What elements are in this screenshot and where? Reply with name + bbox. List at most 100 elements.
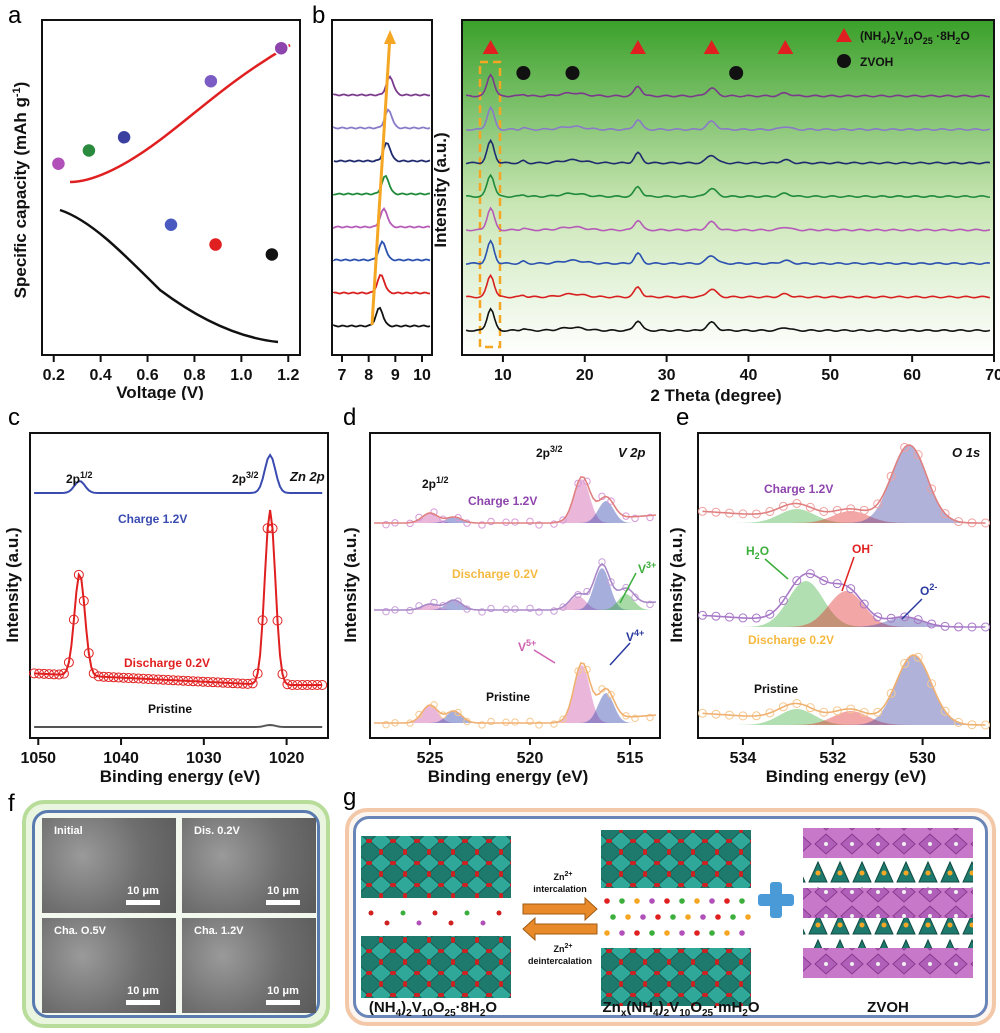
v-peak-2p32: 2p3/2 (536, 444, 563, 460)
triangle-marker (703, 40, 720, 54)
circle-marker (565, 66, 580, 80)
data-point (873, 612, 883, 622)
fit-peak (733, 581, 878, 627)
v-label-discharge: Discharge 0.2V (452, 567, 538, 581)
v5-label: V5+ (518, 638, 536, 654)
data-point (574, 479, 582, 488)
triangle-marker (482, 40, 499, 54)
data-point (454, 597, 462, 605)
panel-letter-f: f (8, 790, 15, 817)
zvoh-tet-1 (803, 858, 973, 888)
ion-dot (464, 910, 470, 916)
ion-dot (700, 914, 706, 920)
mid-structure-label: Znx(NH4)2V10O25·mH2O (602, 999, 759, 1019)
panel-letter-c: c (8, 404, 20, 431)
sem-tile-2: Dis. 0.2V 10 μm (182, 818, 316, 913)
data-point (430, 598, 438, 607)
fit-peak (394, 513, 466, 523)
panel-d-xlabel: Binding energy (eV) (428, 767, 589, 785)
v4-pointer (609, 642, 631, 666)
sem-scale-label: 10 μm (127, 885, 159, 897)
left-top-layer (361, 836, 511, 898)
x-tick-label: 532 (819, 750, 846, 767)
x-tick-label: 525 (417, 750, 444, 767)
legend-phase-b: ZVOH (860, 55, 893, 69)
x-tick-label: 0.4 (90, 367, 112, 384)
data-point (487, 604, 495, 613)
data-point (116, 129, 132, 146)
data-point (631, 593, 639, 601)
data-point (954, 717, 964, 727)
xrd-pattern-4 (466, 173, 990, 199)
v-label-pristine: Pristine (486, 690, 530, 704)
data-point (873, 707, 883, 717)
discharge-line (34, 509, 323, 686)
x-tick-label: 1.0 (230, 367, 252, 384)
ion-dot (619, 930, 625, 936)
sem-scale-bar (126, 900, 160, 905)
fit-peak (778, 711, 923, 725)
data-point (765, 708, 775, 718)
intercalation-ion: Zn2+ (554, 871, 573, 882)
oh-pointer (841, 556, 855, 592)
v-label-charge: Charge 1.2V (468, 494, 537, 508)
data-point (550, 607, 558, 615)
highlight-box (478, 60, 502, 349)
x-tick-label: 8 (364, 367, 373, 384)
fit-peak (774, 591, 919, 627)
fit-peak (570, 501, 642, 523)
data-point (765, 609, 775, 619)
data-point (511, 718, 519, 726)
panel-a-frame (41, 19, 301, 356)
xrd-pattern-3 (465, 138, 991, 165)
data-point (792, 576, 802, 586)
fit-peak (841, 655, 986, 725)
legend-triangle-icon (836, 28, 852, 42)
ion-dot (604, 898, 610, 904)
ion-dot (694, 898, 700, 904)
pristine-line (34, 723, 323, 728)
fit-peak (394, 604, 466, 610)
o-label-charge: Charge 1.2V (764, 482, 833, 496)
zvoh-layer-3 (803, 948, 973, 978)
x-tick-label: 534 (730, 750, 757, 767)
discharge-curve (59, 208, 279, 344)
data-point (622, 712, 630, 720)
o2-pointer (901, 598, 923, 620)
sem-tile-label: Cha. O.5V (54, 925, 106, 937)
data-point (439, 711, 447, 719)
data-point (927, 619, 937, 629)
zvoh-layer-1 (803, 828, 973, 858)
zoom-pattern-8 (333, 306, 431, 328)
zvoh-tet-2 (803, 918, 973, 948)
xrd-pattern-7 (466, 273, 991, 299)
data-point (478, 608, 486, 616)
data-point (607, 497, 615, 505)
ion-dot (739, 898, 745, 904)
ion-dot (664, 930, 670, 936)
ion-dot (496, 910, 502, 916)
v5-pointer (533, 649, 556, 664)
data-point (535, 721, 543, 729)
data-point (631, 514, 639, 523)
ion-dot (649, 898, 655, 904)
data-point (550, 520, 558, 528)
ion-dot (655, 914, 661, 920)
fit-peak (566, 568, 638, 610)
left-structure-label: (NH4)2V10O25·8H2O (369, 999, 497, 1019)
ion-dot (715, 914, 721, 920)
ion-dot (604, 930, 610, 936)
data-point (913, 615, 923, 625)
envelope-3 (374, 662, 657, 724)
x-tick-label: 9 (391, 367, 400, 384)
circle-marker (729, 66, 744, 80)
x-tick-label: 7 (338, 367, 347, 384)
data-point (805, 703, 815, 713)
panel-a-xlabel: Voltage (V) (116, 383, 204, 400)
ion-dot (619, 898, 625, 904)
ion-dot (384, 920, 390, 926)
data-point (526, 717, 534, 726)
data-point (382, 520, 390, 529)
data-point (203, 73, 219, 89)
data-point (832, 706, 842, 716)
